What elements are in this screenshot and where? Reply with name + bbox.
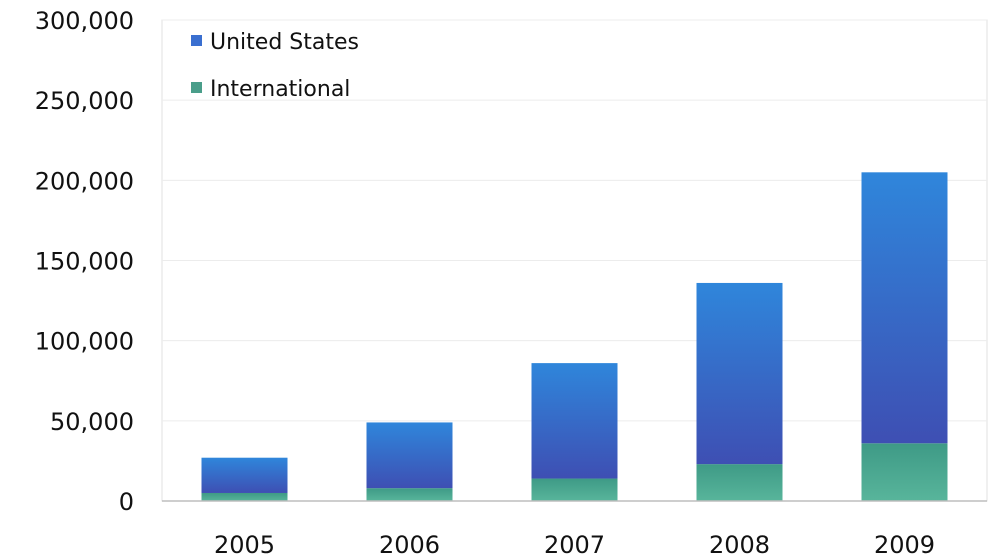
x-tick-label: 2005 bbox=[214, 531, 275, 559]
y-tick-label: 0 bbox=[119, 488, 134, 516]
x-tick-label: 2008 bbox=[709, 531, 770, 559]
gridlines bbox=[162, 19, 987, 422]
y-tick-label: 150,000 bbox=[35, 248, 134, 276]
bar-united-states-2007 bbox=[531, 363, 618, 479]
x-tick-label: 2006 bbox=[379, 531, 440, 559]
legend: United States International bbox=[191, 30, 359, 102]
bar-international-2008 bbox=[696, 464, 783, 501]
y-tick-label: 250,000 bbox=[35, 87, 134, 115]
bar-united-states-2006 bbox=[366, 422, 453, 489]
x-tick-label: 2009 bbox=[874, 531, 935, 559]
bar-international-2006 bbox=[366, 488, 453, 501]
bars bbox=[201, 172, 948, 501]
bar-international-2009 bbox=[861, 443, 948, 501]
y-tick-label: 100,000 bbox=[35, 328, 134, 356]
legend-label-international: International bbox=[210, 77, 350, 102]
bar-united-states-2008 bbox=[696, 282, 783, 465]
legend-swatch-united-states bbox=[191, 35, 202, 46]
bar-united-states-2005 bbox=[201, 457, 288, 493]
legend-swatch-international bbox=[191, 82, 202, 93]
y-tick-label: 300,000 bbox=[35, 7, 134, 35]
y-tick-label: 200,000 bbox=[35, 167, 134, 195]
x-axis-ticks: 2005 2006 2007 2008 2009 bbox=[214, 531, 935, 559]
bar-international-2005 bbox=[201, 492, 288, 501]
bar-international-2007 bbox=[531, 478, 618, 501]
bar-united-states-2009 bbox=[861, 172, 948, 444]
y-axis-ticks: 0 50,000 100,000 150,000 200,000 250,000 300,0… bbox=[35, 7, 134, 516]
y-tick-label: 50,000 bbox=[50, 408, 134, 436]
x-tick-label: 2007 bbox=[544, 531, 605, 559]
legend-label-united-states: United States bbox=[210, 30, 359, 55]
